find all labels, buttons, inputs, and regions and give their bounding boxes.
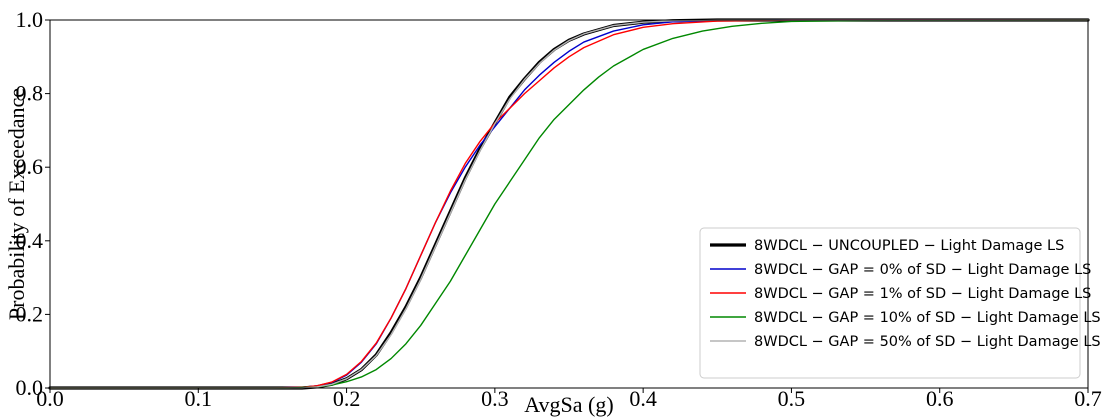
y-tick-label: 0.2 bbox=[16, 301, 44, 326]
legend-label: 8WDCL − GAP = 1% of SD − Light Damage LS bbox=[754, 286, 1091, 302]
y-axis-title: Probability of Exceedance bbox=[4, 88, 29, 320]
y-tick-label: 0.4 bbox=[16, 228, 44, 253]
series-line-4 bbox=[49, 19, 1089, 389]
legend-label: 8WDCL − UNCOUPLED − Light Damage LS bbox=[754, 238, 1064, 254]
legend-label: 8WDCL − GAP = 10% of SD − Light Damage L… bbox=[754, 310, 1101, 326]
x-tick-label: 0.3 bbox=[481, 386, 509, 411]
series-layer bbox=[48, 18, 1090, 390]
x-tick-label: 0.4 bbox=[629, 386, 657, 411]
x-tick-label: 0.0 bbox=[36, 386, 64, 411]
y-tick-label: 0.0 bbox=[16, 375, 44, 400]
y-tick-label: 1.0 bbox=[16, 7, 44, 32]
legend-label: 8WDCL − GAP = 0% of SD − Light Damage LS bbox=[754, 262, 1091, 278]
legend: 8WDCL − UNCOUPLED − Light Damage LS 8WDCL… bbox=[699, 227, 1101, 379]
x-tick-label: 0.5 bbox=[778, 386, 806, 411]
y-tick-label: 0.6 bbox=[16, 154, 44, 179]
ticks-layer: 0.0 0.1 0.2 0.3 0.4 0.5 0.6 0.7 0.0 0.2 0.4 0.6 0.8 1… bbox=[16, 7, 1102, 411]
y-tick-label: 0.8 bbox=[16, 81, 44, 106]
series-line-2 bbox=[49, 19, 1089, 389]
legend-label: 8WDCL − GAP = 50% of SD − Light Damage L… bbox=[754, 334, 1101, 350]
series-line-3 bbox=[49, 19, 1089, 389]
x-axis-title: AvgSa (g) bbox=[524, 392, 613, 417]
legend-box bbox=[699, 227, 1081, 379]
x-tick-label: 0.6 bbox=[926, 386, 954, 411]
x-tick-label: 0.2 bbox=[333, 386, 361, 411]
x-tick-label: 0.1 bbox=[185, 386, 213, 411]
plot-frame bbox=[49, 19, 1089, 389]
x-tick-label: 0.7 bbox=[1074, 386, 1102, 411]
